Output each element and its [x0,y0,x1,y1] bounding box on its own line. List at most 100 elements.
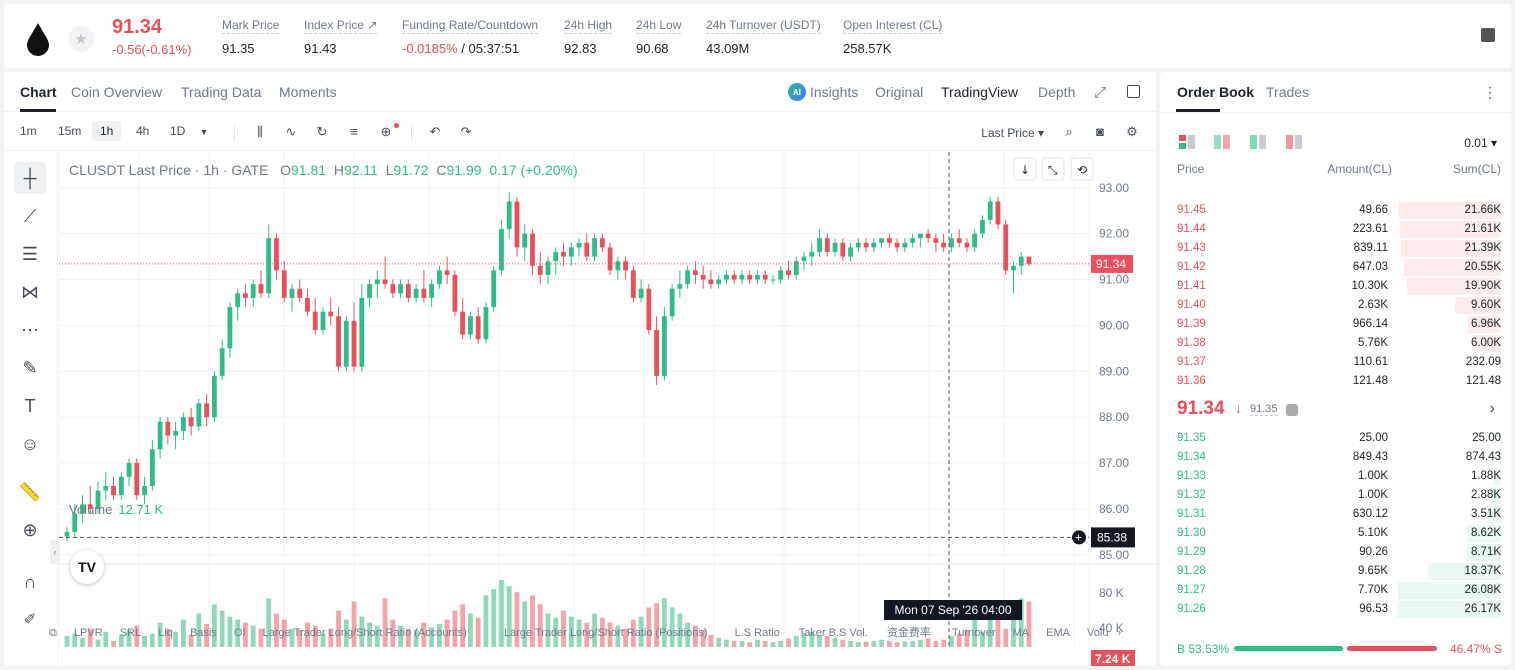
trendline-icon[interactable]: ⟋ [23,206,37,226]
bid-row[interactable]: 91.34 849.43 874.43 [1160,448,1511,467]
depth-bar [1467,316,1501,333]
indicators-icon[interactable]: ∿ [285,124,297,139]
favorite-star-icon[interactable]: ★ [68,26,94,52]
pencil-lock-icon[interactable]: ✐ [23,611,37,628]
bid-row[interactable]: 91.30 5.10K 8.62K [1160,524,1511,543]
stat-index-price[interactable]: Index Price ↗ 91.43 [304,18,378,56]
indicator-turnover[interactable]: Turnover [951,627,996,639]
volume-bar [1003,628,1009,647]
indicator-volume[interactable]: Volu [1087,627,1109,639]
ask-row[interactable]: 91.39 966.14 6.96K [1160,315,1511,334]
view-original[interactable]: Original [875,84,924,100]
ask-row[interactable]: 91.37 110.61 232.09 [1160,353,1511,372]
tab-chart[interactable]: Chart [20,84,57,100]
view-depth[interactable]: Depth [1038,84,1076,100]
tradingview-logo[interactable]: TV [70,550,104,584]
emoji-icon[interactable]: ☺ [20,434,40,454]
pattern-icon[interactable]: ⋈ [21,282,39,302]
volume-bar [700,629,706,647]
timeframe-15m[interactable]: 15m [58,124,82,138]
price-type-select[interactable]: Last Price ▾ [981,126,1044,140]
indicator-basis[interactable]: Basis [189,627,217,639]
indicator-icon[interactable]: ⧉ [49,627,57,639]
volume-bar [173,631,179,647]
indicator-taker-vol[interactable]: Taker B.S Vol. [798,627,868,639]
magnet-icon[interactable]: ∩ [23,572,37,592]
more-options-icon[interactable]: ⋮ [1483,84,1497,100]
volume-bar [204,623,210,647]
candle-type-icon[interactable]: ⫼ [257,124,263,139]
chevron-down-icon[interactable]: ↓ [1020,163,1030,177]
compare-icon[interactable]: ↻ [316,124,328,139]
bid-row[interactable]: 91.31 630.12 3.51K [1160,505,1511,524]
bid-row[interactable]: 91.28 9.65K 18.37K [1160,562,1511,581]
indicator-ls-ratio[interactable]: L.S Ratio [734,627,780,639]
ask-row[interactable]: 91.42 647.03 20.55K [1160,258,1511,277]
bid-row[interactable]: 91.35 25.00 25.00 [1160,429,1511,448]
view-tradingview[interactable]: TradingView [941,84,1019,100]
search-icon[interactable]: ⌕ [1065,124,1073,139]
brush-icon[interactable]: ✎ [22,358,38,378]
indicator-srl[interactable]: SRL [119,627,142,639]
layout-buy-icon[interactable] [1250,135,1266,149]
tab-trading-data[interactable]: Trading Data [181,84,262,100]
ask-row[interactable]: 91.43 839.11 21.39K [1160,239,1511,258]
indicator-liq[interactable]: Liq [158,627,173,639]
view-insights[interactable]: Insights [810,84,859,100]
bid-row[interactable]: 91.32 1.00K 2.88K [1160,486,1511,505]
undo-icon[interactable]: ↶ [429,124,441,139]
bid-row[interactable]: 91.33 1.00K 1.88K [1160,467,1511,486]
chevron-right-icon[interactable]: › [1489,400,1495,417]
tab-coin-overview[interactable]: Coin Overview [71,84,163,100]
indicator-large-trader-accounts[interactable]: Large Trader Long/Short Ratio (Accounts) [262,627,467,639]
expand-icon[interactable]: ⤢ [1094,84,1107,101]
candle-body [568,247,574,257]
indicator-large-trader-positions[interactable]: Large Trader Long/Short Ratio (Positions… [503,627,708,639]
ask-row[interactable]: 91.44 223.61 21.61K [1160,220,1511,239]
sum-cell: 20.55K [1464,261,1501,273]
layout-both-icon[interactable] [1179,135,1195,149]
text-tool-icon[interactable]: T [24,396,36,416]
timeframe-dropdown-icon[interactable]: ▼ [199,127,209,137]
scroll-right-icon[interactable]: › [1117,627,1122,639]
ask-row[interactable]: 91.38 5.76K 6.00K [1160,334,1511,353]
indicator-oi[interactable]: OI [233,627,246,639]
ask-row[interactable]: 91.36 121.48 121.48 [1160,372,1511,391]
collapse-icon[interactable]: ⤡ [1048,163,1058,177]
fib-levels-icon[interactable]: ⋯ [21,320,39,340]
layout-bids-icon[interactable] [1214,135,1230,149]
timeframe-1h[interactable]: 1h [92,121,122,141]
candlestick-chart[interactable]: 93.00 92.00 91.00 90.00 89.00 88.00 87.00 86.00… [59,152,1156,666]
timeframe-1d[interactable]: 1D [170,124,186,138]
templates-icon[interactable]: ≡ [350,124,358,139]
horizontal-lines-icon[interactable]: ☰ [21,244,39,264]
collapse-toolbar-icon[interactable]: ‹ [50,540,60,564]
indicator-ema[interactable]: EMA [1046,627,1070,639]
bid-row[interactable]: 91.29 90.26 8.71K [1160,543,1511,562]
settings-gear-icon[interactable]: ⚙ [1126,124,1138,139]
bid-row[interactable]: 91.26 96.53 26.17K [1160,600,1511,619]
ask-row[interactable]: 91.45 49.66 21.66K [1160,201,1511,220]
timeframe-1m[interactable]: 1m [20,124,37,138]
ask-row[interactable]: 91.40 2.63K 9.60K [1160,296,1511,315]
crosshair-icon[interactable]: ┼ [14,162,46,194]
indicator-funding-rate[interactable]: 资金费率 [886,627,931,639]
layout-sell-icon[interactable] [1286,135,1302,149]
reset-icon[interactable]: ⟲ [1077,163,1087,177]
redo-icon[interactable]: ↷ [460,124,472,139]
zoom-in-icon[interactable]: ⊕ [22,520,38,540]
ruler-icon[interactable]: 📏 [18,482,42,502]
ask-row[interactable]: 91.41 10.30K 19.90K [1160,277,1511,296]
indicator-lpvr[interactable]: LPVR [73,627,103,639]
bid-row[interactable]: 91.27 7.70K 26.08K [1160,581,1511,600]
window-icon[interactable] [1127,85,1140,98]
tab-moments[interactable]: Moments [279,84,337,100]
timeframe-4h[interactable]: 4h [136,124,150,138]
alert-add-icon[interactable]: ⊕ [380,124,392,139]
tab-trades[interactable]: Trades [1266,84,1310,100]
indicator-ma[interactable]: MA [1012,627,1030,639]
tick-size-select[interactable]: 0.01 ▾ [1464,136,1497,150]
book-icon[interactable] [1481,28,1495,42]
camera-icon[interactable]: ◙ [1096,124,1104,139]
tab-order-book[interactable]: Order Book [1177,84,1255,100]
